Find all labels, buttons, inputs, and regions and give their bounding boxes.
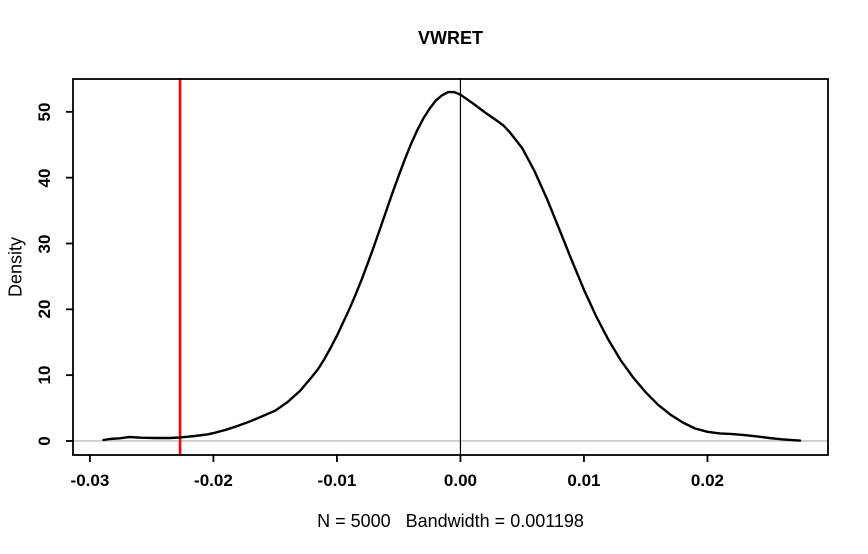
x-tick-label: -0.01 xyxy=(317,471,357,490)
x-tick-label: 0.02 xyxy=(690,471,724,490)
x-tick-label: 0.00 xyxy=(443,471,477,490)
kernel-density-curve xyxy=(102,90,802,442)
y-tick-label: 40 xyxy=(35,168,54,188)
y-tick-label: 50 xyxy=(35,102,54,122)
y-tick-label: 0 xyxy=(35,436,54,446)
x-tick-label: -0.02 xyxy=(194,471,233,490)
y-tick-label: 10 xyxy=(35,365,54,385)
plot-box xyxy=(72,78,829,456)
x-axis-title: N = 5000 Bandwidth = 0.001198 xyxy=(317,511,584,531)
chart-title: VWRET xyxy=(418,28,483,48)
y-tick-label: 30 xyxy=(35,234,54,253)
x-tick-label: -0.03 xyxy=(70,471,110,490)
x-tick-label: 0.01 xyxy=(567,471,601,490)
y-tick-label: 20 xyxy=(35,299,54,319)
y-axis-title-text: Density xyxy=(5,236,26,298)
